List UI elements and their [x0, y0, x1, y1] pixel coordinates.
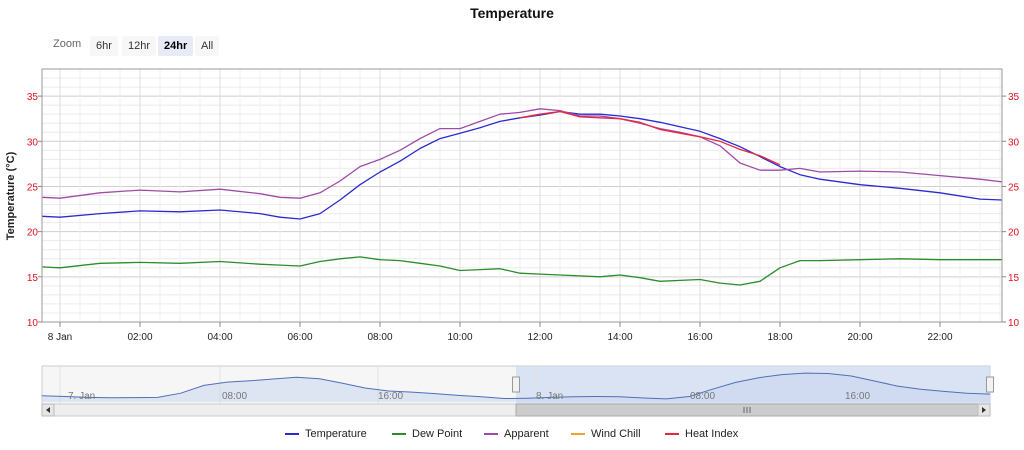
zoom-24hr-button[interactable]: 24hr: [158, 36, 194, 56]
grid: [42, 68, 1002, 323]
navigator-labels: 7. Jan 08:00 16:00 8. Jan 08:00 16:00: [68, 391, 870, 402]
zoom-label: Zoom: [53, 38, 82, 50]
zoom-6hr-button[interactable]: 6hr: [90, 36, 118, 56]
legend-swatch-wind-chill: [571, 433, 585, 436]
navigator-label: 7. Jan: [68, 391, 95, 402]
navigator[interactable]: 7. Jan 08:00 16:00 8. Jan 08:00 16:00: [41, 365, 994, 405]
y-tick-label-left: 15: [27, 273, 39, 284]
navigator-label: 16:00: [378, 391, 403, 402]
legend-item-temperature[interactable]: Temperature: [285, 428, 367, 440]
x-tick-label: 20:00: [847, 332, 872, 343]
x-tick-label: 12:00: [527, 332, 552, 343]
x-tick-label: 8 Jan: [48, 332, 72, 343]
y-tick-label-right: 25: [1008, 182, 1020, 193]
x-tick-label: 22:00: [927, 332, 952, 343]
series-line-heat-index: [519, 110, 781, 166]
navigator-label: 08:00: [690, 391, 715, 402]
legend-swatch-heat-index: [665, 433, 679, 436]
navigator-right-handle[interactable]: [986, 376, 994, 393]
x-tick-label: 04:00: [207, 332, 232, 343]
y-tick-label-left: 25: [27, 182, 39, 193]
y-axis-label: Temperature (°C): [5, 151, 17, 240]
navigator-scrollbar[interactable]: [41, 403, 991, 417]
series-lines: [41, 108, 1003, 286]
legend-item-apparent[interactable]: Apparent: [484, 428, 549, 440]
legend-label-heat-index: Heat Index: [685, 428, 739, 440]
legend-swatch-temperature: [285, 433, 299, 436]
x-tick-label: 16:00: [687, 332, 712, 343]
y-tick-label-right: 20: [1008, 228, 1020, 239]
legend: Temperature Dew Point Apparent Wind Chil…: [0, 428, 1024, 448]
y-tick-label-right: 35: [1008, 92, 1020, 103]
legend-swatch-apparent: [484, 433, 498, 436]
legend-label-dew-point: Dew Point: [412, 428, 463, 440]
series-line-apparent: [41, 108, 1003, 199]
chart-title: Temperature: [470, 5, 554, 21]
navigator-label: 08:00: [222, 391, 247, 402]
y-tick-label-left: 10: [27, 318, 39, 329]
legend-label-apparent: Apparent: [504, 428, 549, 440]
scroll-left-arrow-icon: [46, 407, 50, 413]
axes: 10 10 15 15 20 20 25 25 30 30 35 35 8 Jan 02:00 04:00 0…: [27, 68, 1020, 343]
zoom-all-button[interactable]: All: [195, 36, 220, 56]
scrollbar-grip-icon: [743, 407, 751, 413]
series-line-dew-point: [41, 256, 1002, 286]
y-tick-label-right: 15: [1008, 273, 1020, 284]
x-tick-label: 14:00: [607, 332, 632, 343]
x-tick-label: 10:00: [447, 332, 472, 343]
navigator-label: 8. Jan: [536, 391, 563, 402]
x-tick-label: 02:00: [127, 332, 152, 343]
x-tick-label: 06:00: [287, 332, 312, 343]
legend-item-dew-point[interactable]: Dew Point: [392, 428, 462, 440]
navigator-left-handle[interactable]: [512, 376, 520, 393]
legend-item-wind-chill[interactable]: Wind Chill: [571, 428, 641, 440]
y-tick-label-left: 30: [27, 137, 39, 148]
x-tick-label: 08:00: [367, 332, 392, 343]
legend-label-temperature: Temperature: [305, 428, 367, 440]
plot-border: [41, 68, 1003, 323]
legend-label-wind-chill: Wind Chill: [591, 428, 641, 440]
y-tick-label-right: 10: [1008, 318, 1020, 329]
navigator-label: 16:00: [845, 391, 870, 402]
legend-item-heat-index[interactable]: Heat Index: [665, 428, 738, 440]
zoom-12hr-button[interactable]: 12hr: [122, 36, 157, 56]
legend-swatch-dew-point: [392, 433, 406, 436]
x-tick-label: 18:00: [767, 332, 792, 343]
navigator-line: [41, 372, 991, 400]
y-tick-label-right: 30: [1008, 137, 1020, 148]
navigator-area: [42, 373, 990, 402]
y-tick-label-left: 20: [27, 228, 39, 239]
scroll-right-arrow-icon: [982, 407, 986, 413]
y-tick-label-left: 35: [27, 92, 39, 103]
